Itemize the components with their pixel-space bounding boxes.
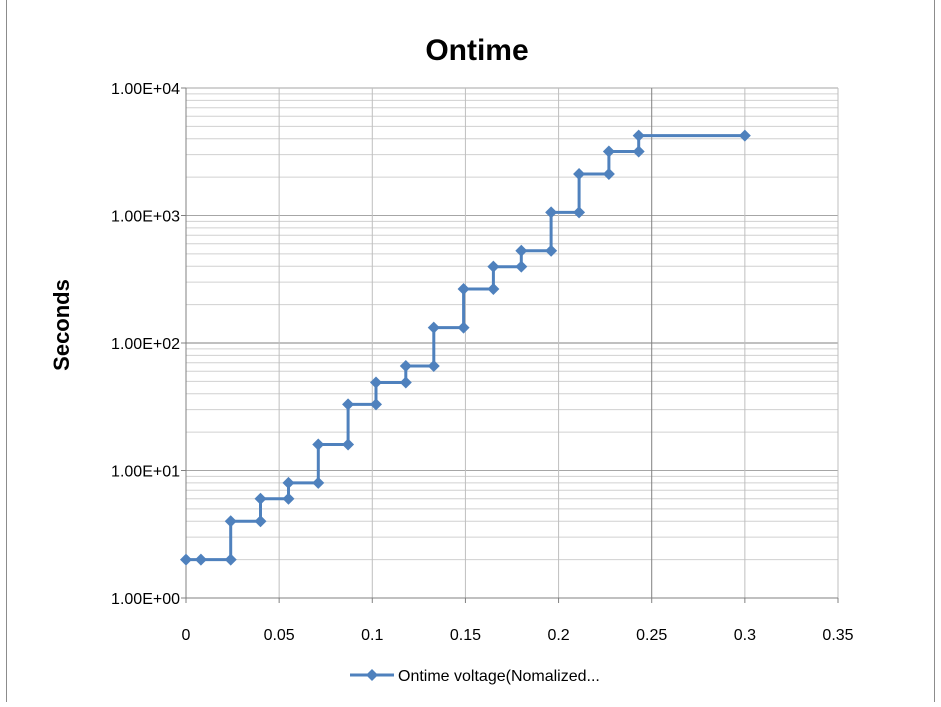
y-tick-label: 1.00E+00 bbox=[111, 591, 180, 608]
data-point bbox=[457, 283, 470, 296]
data-point bbox=[224, 515, 237, 528]
data-point bbox=[312, 438, 325, 451]
data-point bbox=[312, 476, 325, 489]
y-tick-label: 1.00E+01 bbox=[111, 464, 180, 481]
data-point bbox=[370, 376, 383, 389]
data-point bbox=[602, 145, 615, 158]
data-point bbox=[632, 129, 645, 142]
y-tick-label: 1.00E+02 bbox=[111, 336, 180, 353]
y-tick-label: 1.00E+04 bbox=[111, 81, 180, 98]
data-point bbox=[573, 206, 586, 219]
legend: Ontime voltage(Nomalized... bbox=[350, 668, 600, 685]
x-tick-label: 0.3 bbox=[734, 627, 756, 644]
data-point bbox=[282, 492, 295, 505]
data-point bbox=[342, 398, 355, 411]
y-axis-label: Seconds bbox=[49, 279, 74, 371]
data-point bbox=[282, 476, 295, 489]
data-point bbox=[370, 398, 383, 411]
data-point bbox=[487, 260, 500, 273]
data-point bbox=[545, 206, 558, 219]
data-point bbox=[399, 376, 412, 389]
data-point bbox=[487, 283, 500, 296]
y-tick-labels: 1.00E+00 1.00E+01 1.00E+02 1.00E+03 1.00E+04 bbox=[111, 81, 186, 608]
data-point bbox=[180, 553, 192, 566]
data-point bbox=[254, 492, 267, 505]
data-point bbox=[573, 167, 586, 180]
x-tick-label: 0.25 bbox=[636, 627, 667, 644]
x-tick-label: 0.05 bbox=[264, 627, 295, 644]
data-point bbox=[427, 321, 440, 334]
x-tick-label: 0 bbox=[182, 627, 191, 644]
legend-marker bbox=[366, 669, 378, 681]
data-point bbox=[515, 260, 528, 273]
data-point bbox=[194, 553, 207, 566]
frame-right-border bbox=[934, 0, 935, 702]
minor-gridlines bbox=[186, 93, 838, 561]
data-point bbox=[545, 244, 558, 257]
data-point bbox=[427, 360, 440, 373]
data-point bbox=[515, 244, 528, 257]
series-markers bbox=[180, 129, 751, 566]
data-point bbox=[632, 145, 645, 158]
x-tick-label: 0.15 bbox=[450, 627, 481, 644]
data-point bbox=[457, 321, 470, 334]
x-tick-label: 0.35 bbox=[822, 627, 853, 644]
data-point bbox=[602, 167, 615, 180]
frame-left-border bbox=[6, 0, 7, 702]
x-tick-label: 0.2 bbox=[547, 627, 569, 644]
y-tick-label: 1.00E+03 bbox=[111, 209, 180, 226]
data-point bbox=[738, 129, 751, 142]
x-tick-label: 0.1 bbox=[361, 627, 383, 644]
data-point bbox=[342, 438, 355, 451]
x-tick-labels: 0 0.05 0.1 0.15 0.2 0.25 0.3 0.35 bbox=[182, 598, 854, 644]
legend-label: Ontime voltage(Nomalized... bbox=[398, 668, 600, 685]
data-point bbox=[254, 515, 267, 528]
chart-title: Ontime bbox=[425, 34, 528, 67]
data-point bbox=[224, 553, 237, 566]
data-point bbox=[399, 360, 412, 373]
